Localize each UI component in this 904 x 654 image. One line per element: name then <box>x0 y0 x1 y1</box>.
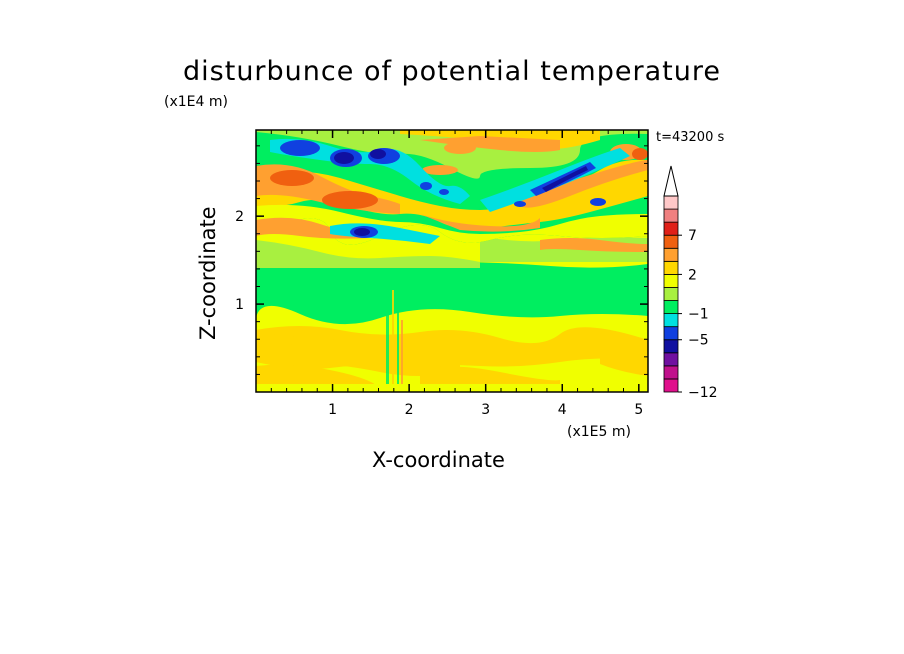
colorbar-swatch <box>663 221 679 236</box>
colorbar-tick-label: −12 <box>688 385 718 401</box>
y-tick-label: 2 <box>235 209 244 225</box>
colorbar-swatch <box>663 313 679 328</box>
colorbar-swatch <box>663 234 679 249</box>
colorbar-tick-label: 7 <box>688 228 697 244</box>
chart-title: disturbunce of potential temperature <box>183 56 721 87</box>
x-unit-label: (x1E5 m) <box>567 424 631 440</box>
x-tick-label: 2 <box>405 402 414 418</box>
heatmap-field <box>256 130 648 392</box>
vertical-wave <box>386 270 403 390</box>
colorbar-swatch <box>663 208 679 223</box>
colorbar-tick-label: −5 <box>688 333 709 349</box>
colorbar-swatch <box>663 273 679 288</box>
time-label: t=43200 s <box>656 130 725 145</box>
colorbar-extend-arrow <box>663 165 679 197</box>
colorbar-swatch <box>663 365 679 380</box>
colorbar-tick-label: −1 <box>688 307 709 323</box>
x-tick-label: 1 <box>328 402 337 418</box>
x-axis-label: X-coordinate <box>372 448 505 472</box>
axes-group: 1 2 3 4 5 1 2 <box>235 130 648 418</box>
colorbar-swatch <box>663 326 679 341</box>
colorbar-swatch <box>663 195 679 210</box>
colorbar-swatch <box>663 260 679 275</box>
colorbar: 7 2 −1 −5 −12 <box>663 165 718 401</box>
x-tick-label: 5 <box>634 402 643 418</box>
colorbar-swatch <box>663 300 679 314</box>
light-green-strip <box>256 240 480 268</box>
y-unit-label: (x1E4 m) <box>164 94 228 110</box>
green-band <box>256 256 648 325</box>
x-tick-label: 3 <box>481 402 490 418</box>
x-tick-label: 4 <box>558 402 567 418</box>
colorbar-swatch <box>663 378 679 393</box>
plot-frame <box>255 129 649 393</box>
upper-structure <box>256 130 648 252</box>
colorbar-tick-label: 2 <box>688 267 697 283</box>
colorbar-swatch <box>663 339 679 354</box>
colorbar-swatch <box>663 352 679 367</box>
colorbar-swatch <box>663 287 679 301</box>
colorbar-swatch <box>663 247 679 262</box>
bottom-strip <box>256 384 648 392</box>
y-tick-label: 1 <box>235 297 244 313</box>
